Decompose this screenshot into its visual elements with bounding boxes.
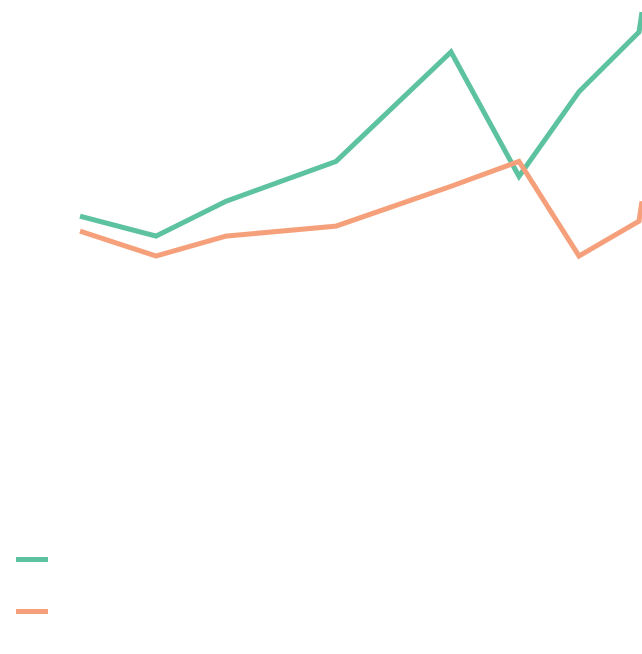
line-chart (79, 11, 642, 260)
legend-swatch-series-1 (16, 556, 48, 562)
legend-item-series-1 (16, 550, 56, 568)
legend (16, 550, 56, 654)
legend-swatch-series-2 (16, 608, 48, 614)
chart-container (16, 11, 642, 614)
plot-area (79, 11, 642, 260)
series-line-1 (79, 11, 642, 239)
legend-item-series-2 (16, 602, 56, 620)
series-line-2 (79, 158, 642, 260)
